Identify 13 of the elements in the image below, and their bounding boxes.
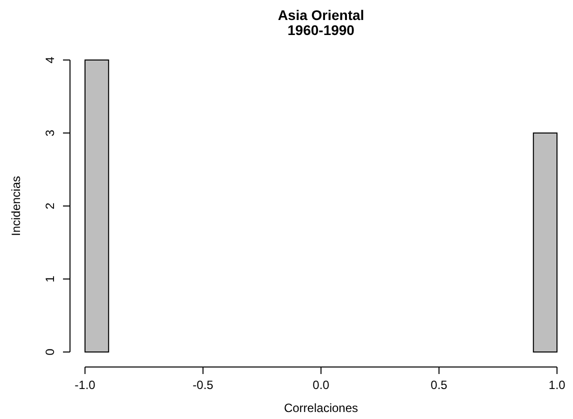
x-axis-title: Correlaciones xyxy=(284,401,358,415)
y-tick-label: 4 xyxy=(43,56,57,64)
y-tick-label: 1 xyxy=(43,275,57,282)
x-tick-label: 0.5 xyxy=(430,378,448,392)
y-tick-label: 0 xyxy=(43,348,57,356)
x-tick-label: 0.0 xyxy=(312,378,330,392)
y-axis-title: Incidencias xyxy=(9,176,23,236)
x-tick-label: 1.0 xyxy=(548,378,566,392)
y-tick-label: 2 xyxy=(43,202,57,210)
x-tick-label: -0.5 xyxy=(192,378,214,392)
chart-title: Asia Oriental 1960-1990 xyxy=(278,7,364,38)
x-tick-label: -1.0 xyxy=(74,378,96,392)
y-tick-label: 3 xyxy=(43,129,57,136)
